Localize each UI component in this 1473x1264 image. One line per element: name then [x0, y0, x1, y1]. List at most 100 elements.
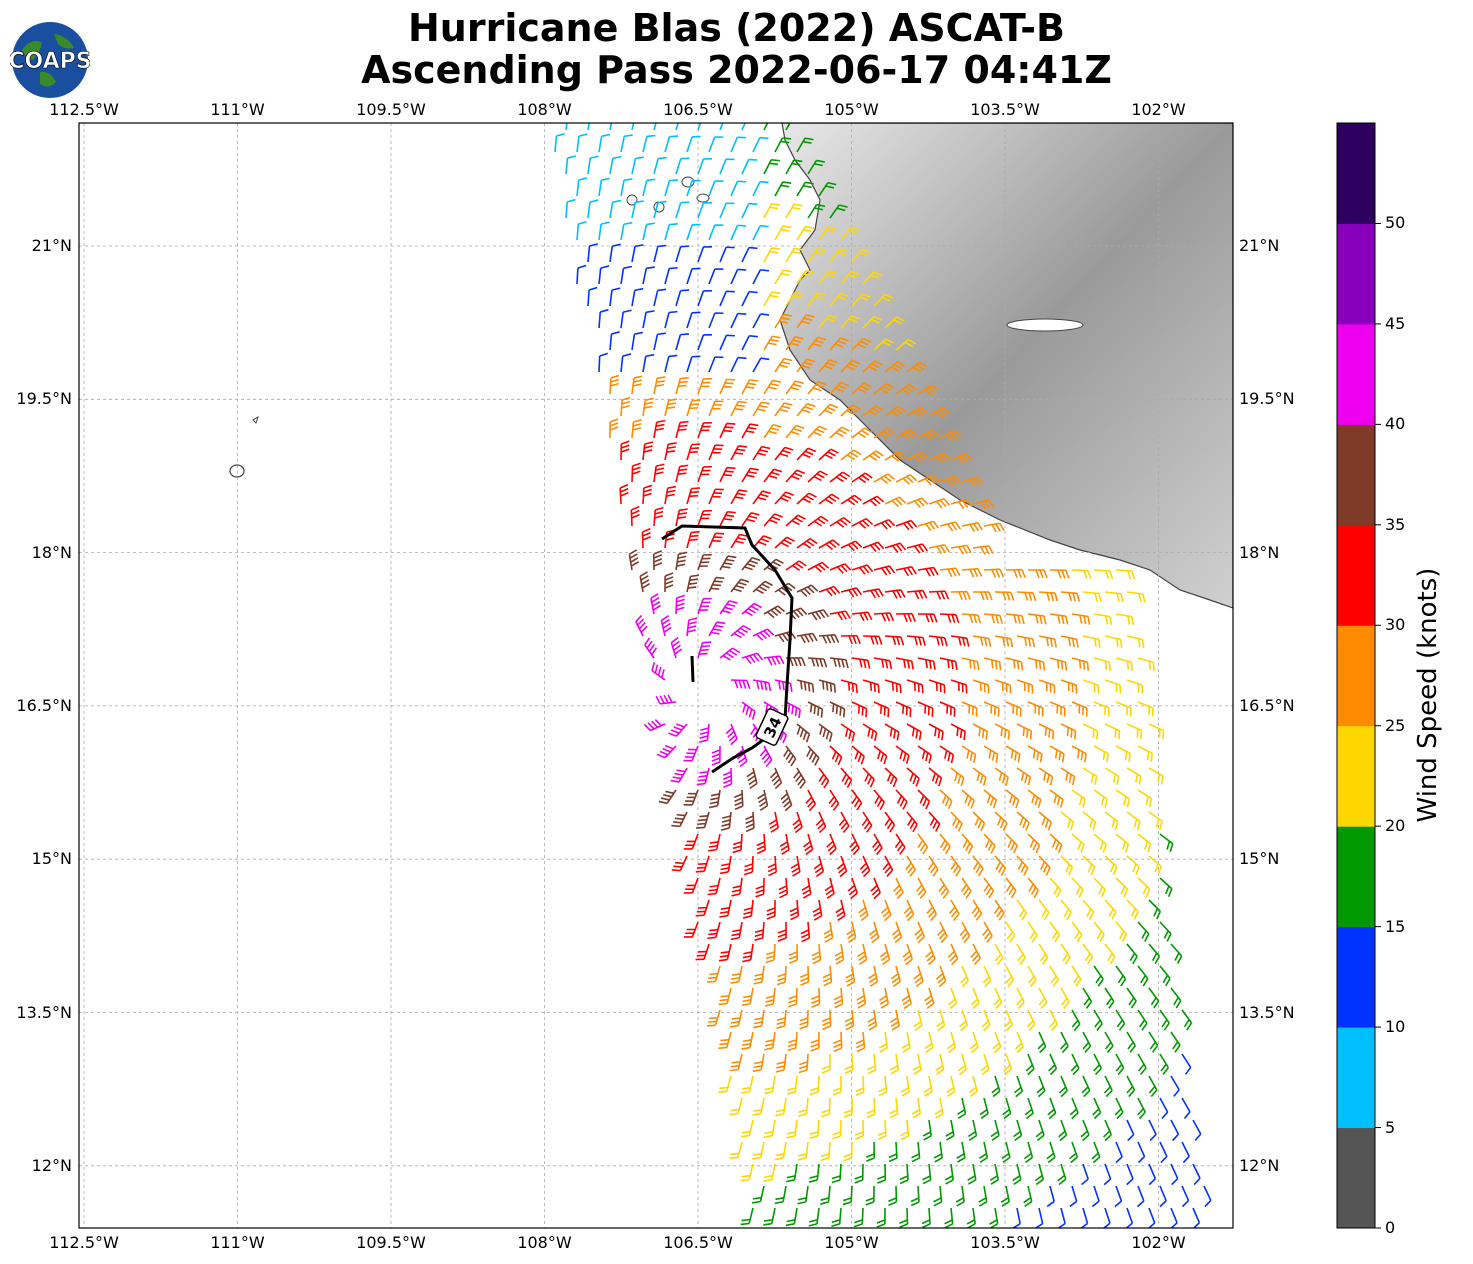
- wind-barb: [808, 1163, 820, 1183]
- wind-barb: [1148, 1163, 1157, 1186]
- wind-barb: [1005, 833, 1018, 854]
- wind-barb: [873, 565, 896, 576]
- wind-barb: [1192, 1119, 1202, 1142]
- wind-barb: [741, 158, 758, 175]
- wind-barb: [1115, 613, 1135, 626]
- wind-barb: [1159, 1141, 1168, 1164]
- wind-barb: [939, 430, 962, 441]
- wind-barb: [730, 312, 747, 329]
- wind-barb: [1038, 723, 1055, 740]
- colorbar-segment: [1337, 524, 1375, 626]
- wind-barb: [1049, 745, 1065, 763]
- wind-barb: [1005, 965, 1015, 988]
- wind-barb: [1093, 657, 1111, 671]
- wind-barb: [876, 1207, 886, 1228]
- wind-barb: [785, 203, 803, 219]
- wind-barb: [631, 418, 642, 439]
- wind-barb: [1137, 789, 1153, 808]
- colorbar-segment: [1337, 926, 1375, 1028]
- wind-barb: [994, 635, 1014, 648]
- wind-barb: [829, 204, 848, 219]
- wind-barb: [810, 1031, 820, 1052]
- wind-barb: [972, 855, 984, 877]
- lat-label: 15°N: [1239, 849, 1280, 869]
- wind-barb: [950, 635, 970, 647]
- wind-barb: [993, 987, 1003, 1010]
- wind-barb: [764, 987, 776, 1007]
- wind-barb: [675, 420, 689, 439]
- wind-barb: [823, 921, 834, 943]
- lat-label: 16.5°N: [16, 695, 72, 715]
- wind-barb: [664, 310, 678, 329]
- wind-barb: [675, 201, 690, 219]
- wind-barb: [1034, 1163, 1045, 1186]
- wind-barb: [730, 578, 750, 593]
- wind-barb: [1023, 1185, 1033, 1208]
- wind-barb: [1038, 679, 1056, 694]
- wind-barb: [1159, 1185, 1167, 1208]
- wind-barb: [894, 833, 906, 855]
- wind-barb: [1060, 811, 1075, 831]
- wind-barb: [1035, 1207, 1044, 1228]
- wind-barb: [1137, 1053, 1147, 1075]
- wind-barb: [790, 855, 801, 877]
- wind-barb: [642, 222, 656, 241]
- wind-barb: [554, 132, 565, 153]
- wind-barb: [840, 723, 856, 742]
- wind-barb: [752, 224, 769, 241]
- wind-barb: [950, 723, 966, 741]
- wind-barb: [697, 553, 712, 571]
- wind-barb: [759, 745, 773, 768]
- wind-barb: [587, 286, 598, 307]
- wind-barb: [899, 1207, 909, 1228]
- wind-barb: [730, 624, 752, 639]
- wind-barb: [818, 314, 838, 329]
- wind-barb: [829, 337, 849, 351]
- wind-barb: [818, 270, 837, 285]
- wind-barb: [1023, 1141, 1034, 1164]
- wind-barb: [851, 517, 874, 529]
- wind-barb: [598, 308, 609, 329]
- wind-barb: [807, 657, 828, 668]
- wind-barb: [961, 789, 975, 809]
- wind-barb: [884, 405, 906, 417]
- wind-barb: [635, 614, 648, 637]
- wind-barb: [718, 1031, 732, 1050]
- wind-barb: [807, 425, 828, 439]
- wind-barb: [1115, 921, 1128, 942]
- wind-barb: [1181, 1185, 1190, 1208]
- wind-barb: [730, 268, 747, 285]
- wind-barb: [675, 464, 689, 483]
- wind-barb: [1027, 789, 1042, 809]
- wind-barb: [763, 1075, 776, 1095]
- wind-barb: [774, 1141, 787, 1161]
- wind-barb: [650, 593, 661, 615]
- wind-barb: [911, 1097, 922, 1119]
- wind-barb: [971, 899, 983, 921]
- lat-label: 13.5°N: [16, 1002, 72, 1022]
- wind-barb: [652, 550, 663, 571]
- wind-barb: [950, 544, 972, 555]
- wind-barb: [697, 334, 712, 351]
- wind-barb: [1103, 1075, 1113, 1098]
- wind-barb: [664, 442, 677, 461]
- wind-barb: [1060, 591, 1081, 602]
- wind-barb: [1071, 789, 1086, 808]
- wind-barb: [1137, 1097, 1146, 1120]
- wind-barb: [763, 203, 781, 219]
- wind-barb: [851, 472, 873, 484]
- wind-barb: [775, 1097, 787, 1117]
- wind-barb: [862, 723, 878, 741]
- wind-barb: [807, 381, 827, 395]
- wind-barb: [1060, 943, 1071, 965]
- wind-barb: [862, 635, 883, 645]
- wind-barb: [970, 987, 980, 1010]
- wind-barb: [686, 135, 701, 153]
- wind-barb: [1115, 701, 1132, 717]
- wind-barb: [620, 396, 631, 417]
- wind-barb: [884, 542, 907, 553]
- wind-barb: [873, 789, 885, 811]
- wind-barb: [913, 1009, 923, 1032]
- wind-barb: [1126, 987, 1137, 1009]
